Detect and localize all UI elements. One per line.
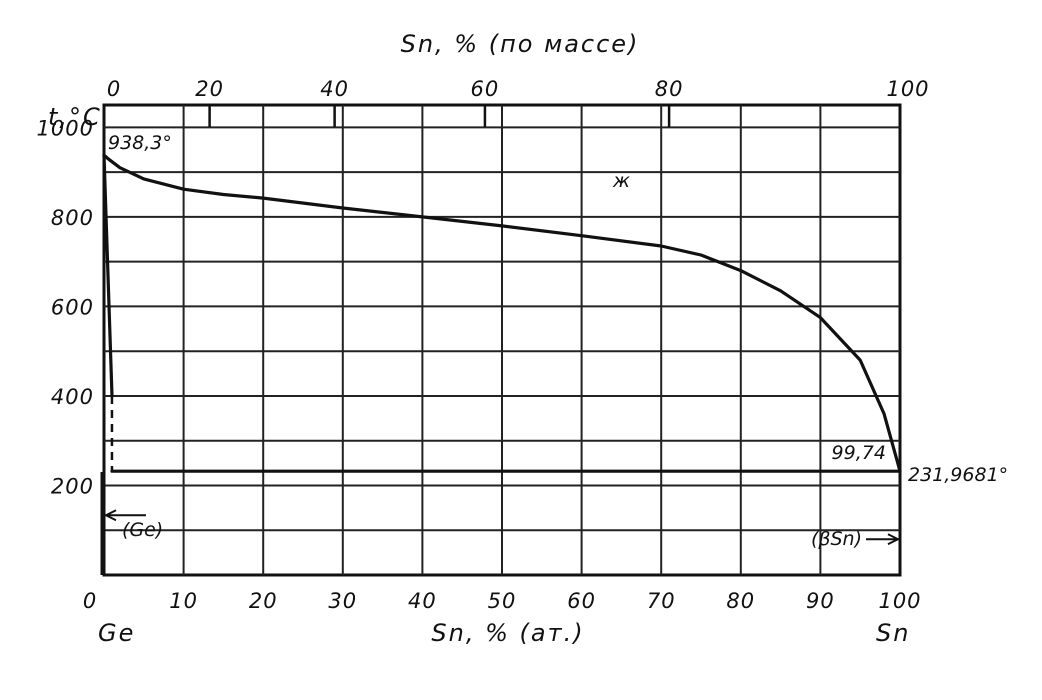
annotation-ge-melting-point: 938,3° — [108, 132, 172, 154]
vertical-gridlines — [182, 105, 822, 575]
y-tick-label-200: 200 — [51, 474, 94, 498]
horizontal-gridlines — [104, 126, 900, 532]
top-tick-label-60: 60 — [471, 77, 500, 101]
top-axis-tick-marks — [208, 105, 671, 127]
phase-curves — [100, 153, 902, 575]
x-tick-label-90: 90 — [806, 589, 835, 613]
top-tick-label-100: 100 — [886, 77, 929, 101]
x-axis-end-label-sn: Sn — [876, 619, 910, 647]
y-tick-label-800: 800 — [51, 206, 94, 230]
top-tick-label-80: 80 — [655, 77, 684, 101]
y-tick-label-600: 600 — [51, 295, 94, 319]
x-tick-label-20: 20 — [249, 589, 278, 613]
annotations: 938,3° ж 99,74 231,9681° (Ge) (βSn) — [108, 132, 1008, 550]
arrow-to-beta-sn-phase — [866, 533, 901, 546]
y-axis-title: t,°C — [48, 103, 102, 131]
x-tick-label-80: 80 — [726, 589, 755, 613]
solidus-line — [102, 153, 114, 398]
x-axis-labels: 0 10 20 30 40 50 60 70 80 90 100 — [83, 589, 921, 613]
x-tick-label-10: 10 — [169, 589, 198, 613]
annotation-sn-melting-point: 231,9681° — [908, 464, 1008, 486]
annotation-liquid-region: ж — [612, 170, 630, 192]
arrow-to-ge-phase — [103, 509, 146, 522]
x-tick-label-40: 40 — [408, 589, 437, 613]
x-tick-label-0: 0 — [83, 589, 97, 613]
x-tick-label-50: 50 — [488, 589, 517, 613]
y-tick-label-400: 400 — [51, 385, 94, 409]
top-tick-label-40: 40 — [320, 77, 349, 101]
x-axis-title: Sn, % (ат.) — [431, 619, 584, 647]
x-tick-label-70: 70 — [647, 589, 676, 613]
annotation-ge-phase: (Ge) — [122, 519, 163, 541]
top-tick-label-20: 20 — [195, 77, 224, 101]
liquidus-line — [102, 153, 902, 473]
x-axis-end-label-ge: Ge — [98, 619, 135, 647]
top-tick-label-0: 0 — [107, 77, 121, 101]
y-axis-labels: 200 400 600 800 1000 — [37, 116, 94, 498]
x-tick-label-60: 60 — [567, 589, 596, 613]
top-axis-title: Sn, % (по массе) — [401, 30, 640, 58]
annotation-beta-sn-phase: (βSn) — [811, 528, 862, 550]
y-tick-label-1000: 1000 — [37, 116, 94, 140]
top-axis-labels: 0 20 40 60 80 100 — [107, 77, 929, 101]
region-arrows — [103, 509, 901, 546]
x-tick-label-30: 30 — [328, 589, 357, 613]
x-tick-label-100: 100 — [878, 589, 921, 613]
annotation-eutectic-composition: 99,74 — [832, 442, 886, 464]
